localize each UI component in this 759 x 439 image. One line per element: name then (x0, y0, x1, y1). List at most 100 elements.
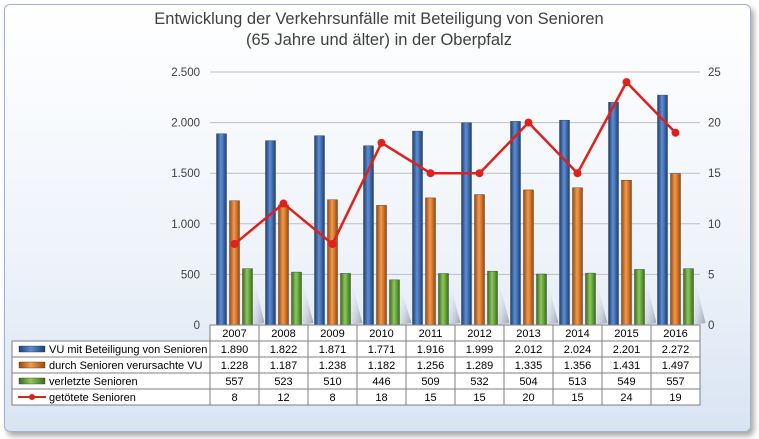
data-value-label: 1.999 (466, 344, 494, 356)
data-value-label: 1.871 (319, 344, 347, 356)
data-value-label: 19 (669, 392, 681, 404)
bar-2 (376, 205, 387, 326)
line-point (475, 169, 484, 178)
bar-3 (340, 273, 351, 326)
bar-3 (438, 273, 449, 326)
bar-1 (265, 140, 276, 326)
data-value-label: 2.272 (662, 344, 690, 356)
bar-1 (559, 119, 570, 326)
category-label: 2014 (565, 328, 589, 340)
bar-3 (683, 268, 694, 326)
bar-shadow (693, 272, 706, 325)
bar-1 (363, 145, 374, 326)
y-left-tick-label: 0 (194, 320, 200, 332)
bar-1 (412, 130, 423, 326)
data-value-label: 1.771 (368, 344, 396, 356)
legend-label: verletzte Senioren (49, 376, 138, 388)
bar-shadow (399, 283, 412, 325)
bar-2 (474, 194, 485, 326)
line-point (573, 169, 582, 178)
y-right-tick-label: 25 (708, 67, 721, 79)
data-value-label: 12 (277, 392, 289, 404)
bar-shadow (644, 273, 657, 325)
legend-label: VU mit Beteiligung von Senioren (49, 344, 207, 356)
data-value-label: 557 (666, 376, 684, 388)
data-value-label: 1.187 (270, 360, 298, 372)
y-right-tick-label: 5 (708, 269, 714, 281)
legend-label: durch Senioren verursachte VU (49, 360, 203, 372)
data-value-label: 18 (375, 392, 387, 404)
data-value-label: 1.335 (515, 360, 543, 372)
data-value-label: 1.238 (319, 360, 347, 372)
bar-shadow (497, 275, 510, 325)
bar-3 (291, 271, 302, 326)
line-point (328, 240, 337, 249)
data-value-label: 8 (329, 392, 335, 404)
series-line (233, 80, 677, 246)
legend-key-bar (18, 345, 46, 353)
category-label: 2011 (419, 328, 443, 340)
bar-3 (634, 269, 645, 326)
bar-shadow (301, 276, 314, 325)
y-left-tick-label: 2.500 (171, 67, 200, 79)
data-value-label: 24 (620, 392, 632, 404)
line-point (524, 118, 533, 127)
legend-key-marker (29, 394, 35, 400)
category-label: 2008 (271, 328, 295, 340)
bar-3 (536, 273, 547, 326)
category-label: 2012 (467, 328, 491, 340)
data-value-label: 446 (372, 376, 390, 388)
data-value-label: 549 (617, 376, 635, 388)
legend-key-bar (18, 377, 46, 385)
data-value-label: 523 (274, 376, 292, 388)
bar-1 (608, 102, 619, 326)
data-value-label: 1.822 (270, 344, 298, 356)
data-value-label: 1.182 (368, 360, 396, 372)
y-left-tick-label: 1.000 (171, 219, 200, 231)
bar-2 (229, 200, 240, 326)
bar-1 (510, 121, 521, 326)
y-right-tick-label: 0 (708, 320, 714, 332)
bar-2 (278, 204, 289, 326)
bar-2 (670, 173, 681, 326)
y-left-tick-label: 1.500 (171, 168, 200, 180)
data-value-label: 15 (424, 392, 436, 404)
chart-title-line: Entwicklung der Verkehrsunfälle mit Bete… (154, 10, 603, 28)
bar-shadow (350, 277, 363, 325)
category-label: 2009 (320, 328, 344, 340)
bar-2 (523, 189, 534, 326)
data-value-label: 1.356 (564, 360, 592, 372)
y-left-tick-label: 2.000 (171, 118, 200, 130)
bar-2 (621, 179, 632, 326)
bar-1 (216, 133, 227, 326)
data-value-label: 557 (225, 376, 243, 388)
data-value-label: 20 (522, 392, 534, 404)
bar-3 (585, 272, 596, 326)
legend-label: getötete Senioren (49, 392, 136, 404)
data-value-label: 15 (473, 392, 485, 404)
line-point (377, 138, 386, 147)
line-point (279, 199, 288, 208)
line-point (426, 169, 435, 178)
data-value-label: 1.431 (613, 360, 641, 372)
data-value-label: 8 (231, 392, 237, 404)
data-value-label: 509 (421, 376, 439, 388)
line-point (230, 240, 239, 249)
data-value-label: 1.916 (417, 344, 445, 356)
data-value-label: 2.024 (564, 344, 592, 356)
chart-title-line: (65 Jahre und älter) in der Oberpfalz (246, 31, 512, 49)
bar-1 (461, 122, 472, 326)
category-label: 2013 (516, 328, 540, 340)
data-value-label: 1.228 (221, 360, 249, 372)
data-value-label: 510 (323, 376, 341, 388)
data-value-label: 1.890 (221, 344, 249, 356)
data-value-label: 1.289 (466, 360, 494, 372)
bar-shadow (546, 277, 559, 325)
category-label: 2015 (614, 328, 638, 340)
bar-2 (327, 199, 338, 326)
line-point (622, 78, 631, 87)
bar-2 (425, 197, 436, 326)
legend-key-bar (18, 361, 46, 369)
data-value-label: 2.012 (515, 344, 543, 356)
